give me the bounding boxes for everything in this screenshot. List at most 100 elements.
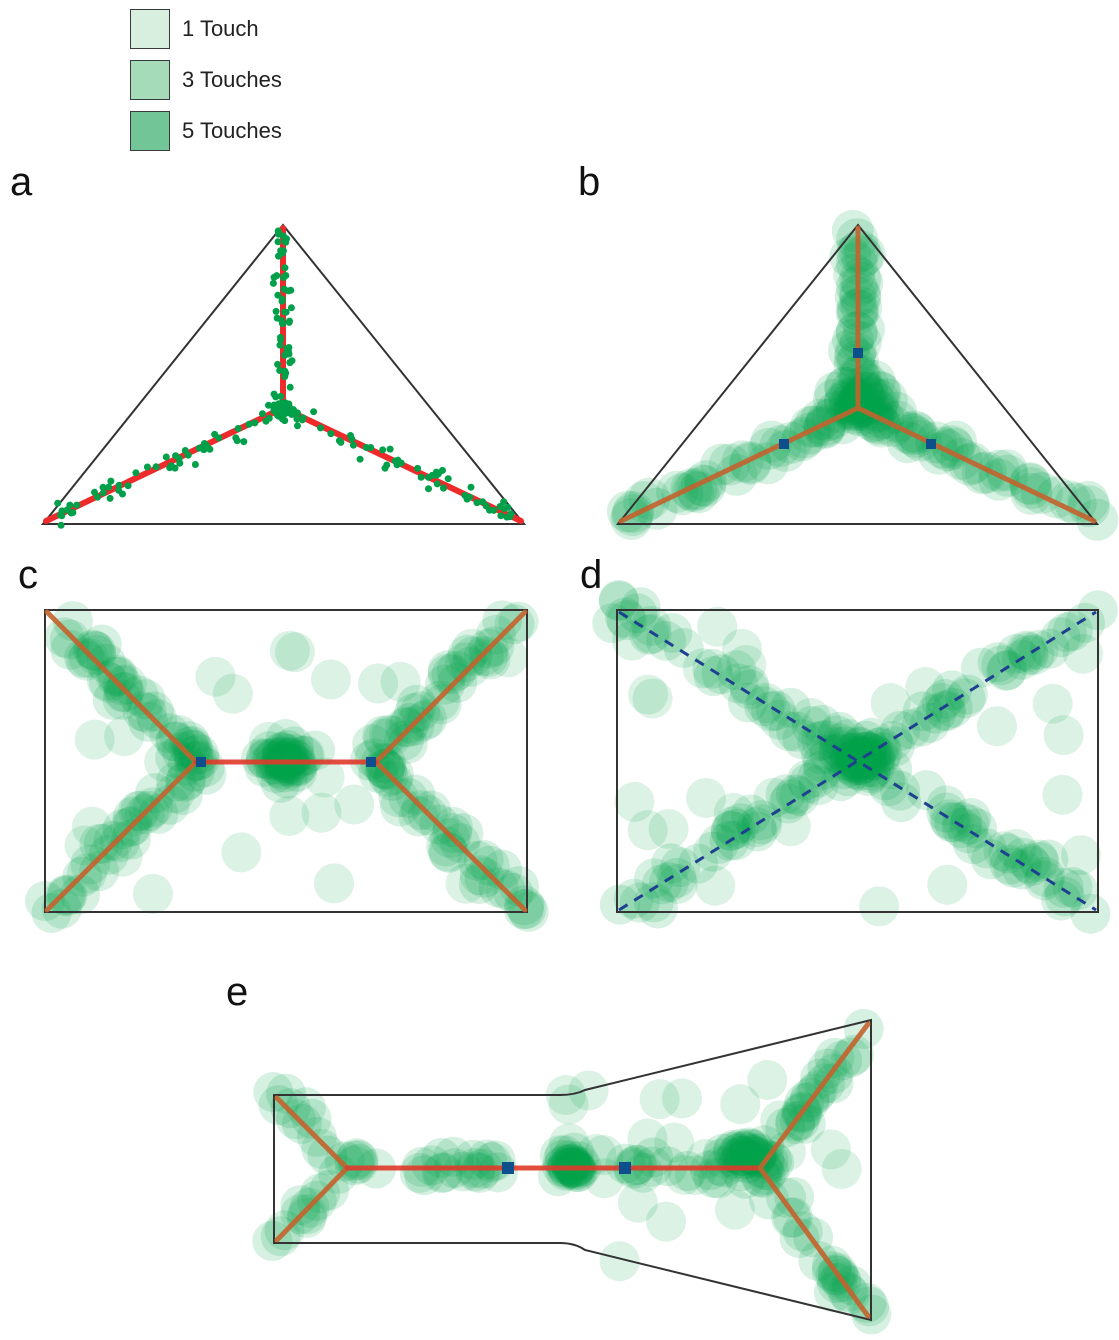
- touch-area: [846, 720, 887, 761]
- panel-label-d: d: [580, 553, 603, 597]
- touch-area: [283, 735, 324, 776]
- touch-area: [868, 766, 909, 807]
- touch-area: [269, 630, 310, 671]
- touch-area: [729, 665, 770, 706]
- touch-point: [287, 304, 295, 312]
- touch-point: [275, 252, 282, 260]
- touch-point: [191, 461, 199, 468]
- touch-area: [374, 754, 414, 795]
- touch-area: [368, 714, 409, 755]
- touch-area: [1019, 841, 1060, 882]
- touch-area: [407, 698, 448, 739]
- touch-point: [106, 494, 114, 502]
- touch-area: [426, 826, 467, 867]
- touch-area: [848, 756, 889, 796]
- touch-area: [720, 1151, 761, 1192]
- touch-area: [827, 756, 868, 797]
- touch-point: [245, 420, 253, 428]
- touch-area: [700, 443, 743, 486]
- touch-area: [753, 777, 794, 818]
- touch-area: [853, 360, 896, 402]
- touch-area: [782, 719, 823, 760]
- touch-point: [381, 464, 389, 472]
- touch-point: [91, 488, 98, 496]
- touch-point: [500, 498, 508, 506]
- touch-area: [832, 392, 875, 435]
- touch-area: [1018, 629, 1059, 670]
- touch-point: [479, 498, 487, 506]
- panel-label-a: a: [10, 160, 33, 204]
- touch-area: [823, 382, 866, 425]
- touch-area: [713, 1130, 754, 1170]
- touch-area: [729, 1128, 770, 1169]
- touch-area: [1018, 839, 1059, 880]
- panel-e-node-2: [619, 1162, 631, 1174]
- touch-area: [842, 736, 883, 776]
- touch-area: [833, 733, 874, 774]
- touch-area: [821, 1149, 862, 1189]
- touch-area: [432, 806, 473, 847]
- touch-point: [367, 444, 375, 451]
- touch-point: [215, 434, 223, 442]
- touch-area: [817, 734, 858, 774]
- touch-area: [1010, 472, 1053, 515]
- touch-area: [699, 823, 739, 864]
- touch-area: [66, 640, 107, 681]
- touch-area: [627, 1118, 668, 1159]
- touch-area: [1008, 635, 1049, 676]
- touch-area: [421, 1153, 462, 1194]
- touch-point: [466, 493, 474, 501]
- touch-point: [279, 248, 287, 256]
- touch-point: [99, 483, 107, 491]
- touch-area: [820, 723, 861, 764]
- touch-area: [746, 683, 787, 723]
- touch-area: [261, 749, 302, 790]
- touch-area: [425, 664, 465, 705]
- touch-area: [1014, 634, 1055, 675]
- touch-area: [790, 698, 831, 738]
- panel-label-b: b: [578, 160, 601, 204]
- touch-point: [269, 279, 277, 287]
- panel-label-e: e: [226, 970, 249, 1014]
- touch-point: [496, 503, 504, 510]
- legend-item-5-touches: 5 Touches: [130, 110, 282, 152]
- touch-area: [695, 865, 736, 906]
- touch-area: [411, 1145, 452, 1186]
- touch-point: [298, 416, 306, 424]
- touch-area: [468, 636, 509, 677]
- touch-area: [71, 806, 112, 847]
- touch-area: [550, 1144, 591, 1185]
- touch-point: [386, 445, 394, 453]
- panel-e-skeleton: [274, 1021, 871, 1319]
- touch-area: [971, 839, 1011, 880]
- touch-area: [394, 693, 435, 734]
- touch-area: [74, 719, 115, 760]
- touch-area: [779, 1218, 820, 1258]
- panel-label-c: c: [18, 553, 38, 597]
- touch-point: [277, 392, 285, 400]
- touch-point: [425, 473, 432, 481]
- touch-area: [821, 730, 862, 771]
- touch-area: [390, 702, 430, 743]
- touch-point: [233, 437, 241, 445]
- touch-area: [941, 808, 982, 848]
- touch-area: [72, 629, 113, 670]
- touch-area: [722, 628, 762, 669]
- touch-area: [469, 845, 510, 886]
- touch-area: [841, 261, 884, 304]
- touch-area: [713, 1131, 753, 1172]
- touch-point: [490, 506, 498, 514]
- touch-area: [272, 737, 313, 778]
- touch-area: [47, 874, 88, 915]
- touch-area: [118, 675, 159, 716]
- touch-area: [112, 796, 153, 837]
- touch-area: [833, 253, 876, 296]
- touch-area: [831, 1265, 872, 1306]
- touch-area: [770, 806, 811, 847]
- touch-area: [809, 734, 850, 775]
- touch-area: [779, 776, 820, 817]
- touch-area: [949, 804, 990, 845]
- touch-area: [128, 701, 169, 742]
- touch-area: [436, 650, 477, 691]
- touch-area: [801, 734, 841, 775]
